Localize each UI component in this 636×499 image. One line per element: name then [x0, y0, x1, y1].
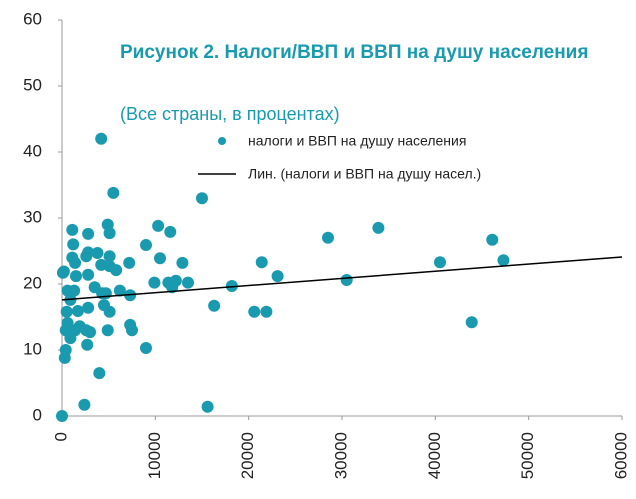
- point: [140, 342, 152, 355]
- point: [95, 132, 108, 145]
- point: [260, 305, 273, 318]
- point: [60, 305, 73, 318]
- point: [68, 284, 81, 297]
- point: [61, 316, 74, 329]
- point: [322, 231, 334, 244]
- point: [126, 324, 138, 337]
- point: [176, 256, 189, 269]
- point: [107, 186, 120, 199]
- point: [169, 274, 182, 287]
- chart-title: Рисунок 2. Налоги/ВВП и ВВП на душу насе…: [120, 42, 589, 63]
- point: [340, 274, 353, 287]
- chart-subtitle: (Все страны, в процентах): [120, 104, 340, 124]
- point: [66, 223, 79, 236]
- point: [154, 252, 166, 265]
- point: [497, 254, 510, 267]
- point: [101, 324, 114, 337]
- point: [372, 221, 385, 234]
- x-tick-label: 50000: [518, 432, 537, 479]
- point: [78, 398, 91, 411]
- point: [110, 264, 123, 277]
- y-tick-label: 30: [23, 207, 42, 226]
- point: [91, 246, 104, 259]
- x-tick-label: 30000: [331, 432, 350, 479]
- point: [93, 367, 106, 380]
- y-tick-label: 10: [23, 339, 42, 358]
- point: [140, 239, 152, 252]
- x-tick-label: 20000: [238, 432, 257, 479]
- point: [82, 227, 95, 240]
- point: [248, 305, 261, 318]
- point: [123, 256, 136, 269]
- point: [82, 301, 95, 314]
- x-tick-label: 40000: [425, 432, 444, 479]
- x-tick-label: 0: [51, 432, 70, 441]
- y-tick-label: 50: [23, 75, 42, 94]
- point: [113, 284, 126, 297]
- point: [465, 316, 478, 329]
- point: [82, 268, 95, 281]
- point: [164, 225, 177, 238]
- point: [255, 256, 268, 269]
- point: [69, 256, 82, 269]
- point: [67, 238, 80, 251]
- point: [148, 276, 161, 289]
- point: [103, 250, 116, 263]
- point: [225, 279, 238, 292]
- trend-line: [61, 256, 623, 301]
- point: [434, 256, 446, 269]
- point: [84, 326, 96, 339]
- y-tick-label: 20: [23, 273, 42, 292]
- point: [208, 299, 221, 312]
- point: [271, 270, 284, 283]
- point: [103, 305, 116, 318]
- y-tick-label: 0: [33, 405, 42, 424]
- point: [70, 270, 82, 283]
- legend-label: налоги и ВВП на душу населения: [248, 133, 466, 149]
- point: [152, 219, 165, 232]
- legend-marker: [218, 137, 226, 145]
- point: [82, 246, 95, 259]
- y-tick-label: 60: [23, 9, 42, 28]
- point: [201, 400, 214, 413]
- point: [182, 276, 194, 289]
- point: [196, 192, 208, 205]
- point: [57, 265, 70, 278]
- x-tick-label: 10000: [145, 432, 164, 479]
- point: [103, 227, 116, 240]
- point: [56, 410, 68, 422]
- point: [59, 344, 72, 356]
- y-tick-label: 40: [23, 141, 42, 160]
- legend-label: Лин. (налоги и ВВП на душу насел.): [248, 166, 481, 182]
- point: [81, 338, 94, 351]
- point: [71, 305, 84, 318]
- point: [486, 233, 499, 246]
- x-tick-label: 60000: [611, 432, 630, 479]
